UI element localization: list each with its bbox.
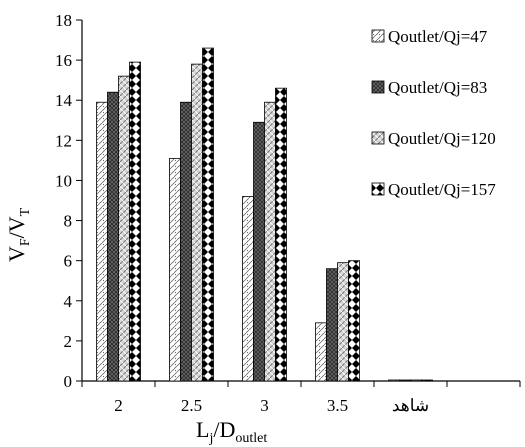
bar-2-3 [253,121,265,382]
bar-1-شاهد [388,379,400,382]
bar-4-3.5 [348,260,360,382]
y-tick-label: 8 [64,212,73,231]
legend-swatch-3 [371,131,385,145]
legend-swatch-4 [371,182,385,196]
bar-2-2.5 [180,101,192,382]
x-tick-label: 2 [114,396,123,415]
y-tick-label: 18 [55,11,72,30]
x-tick-label: 2.5 [181,396,202,415]
y-tick-label: 10 [55,171,72,190]
y-tick-label: 0 [64,372,73,391]
y-tick-label: 12 [55,131,72,150]
bar-4-2.5 [202,47,214,382]
bar-3-3 [264,101,276,382]
bar-4-2 [129,61,141,382]
legend-label-4: Qoutlet/Qj=157 [388,180,496,199]
y-tick-label: 6 [64,252,73,271]
bar-3-2 [118,75,130,382]
legend-swatch-2 [371,80,385,94]
legend-label-1: Qoutlet/Qj=47 [388,27,488,46]
bar-3-2.5 [191,63,203,382]
svg-text:VF/VT: VF/VT [4,207,33,262]
bar-4-شاهد [421,379,433,382]
bar-1-3 [242,196,254,382]
x-axis-title: Lj/Doutlet [196,417,267,446]
bar-3-3.5 [337,262,349,382]
bar-2-شاهد [399,379,411,382]
legend-label-2: Qoutlet/Qj=83 [388,78,487,97]
legend: Qoutlet/Qj=47 Qoutlet/Qj=83 Qoutlet/Qj=120… [371,27,496,199]
y-tick-label: 4 [64,292,73,311]
bar-1-2.5 [169,157,181,382]
y-tick-label: 16 [55,51,72,70]
svg-text:Lj/Doutlet: Lj/Doutlet [196,417,267,446]
x-tick-label: 3 [260,396,269,415]
x-tick-label: شاهد [392,396,429,415]
bar-1-2 [96,101,108,382]
bar-1-3.5 [315,322,327,382]
legend-swatch-1 [371,29,385,43]
x-tick-label: 3.5 [327,396,348,415]
plot-area: 0 2 4 6 8 10 12 14 16 18 2 2.5 3 3.5 شاهد [55,11,521,415]
bar-2-2 [107,91,119,382]
y-axis-title: VF/VT [4,207,33,262]
bar-4-3 [275,87,287,382]
y-tick-label: 2 [64,332,73,351]
bar-2-3.5 [326,268,338,382]
bar-3-شاهد [410,379,422,382]
legend-label-3: Qoutlet/Qj=120 [388,129,496,148]
y-tick-label: 14 [55,91,73,110]
